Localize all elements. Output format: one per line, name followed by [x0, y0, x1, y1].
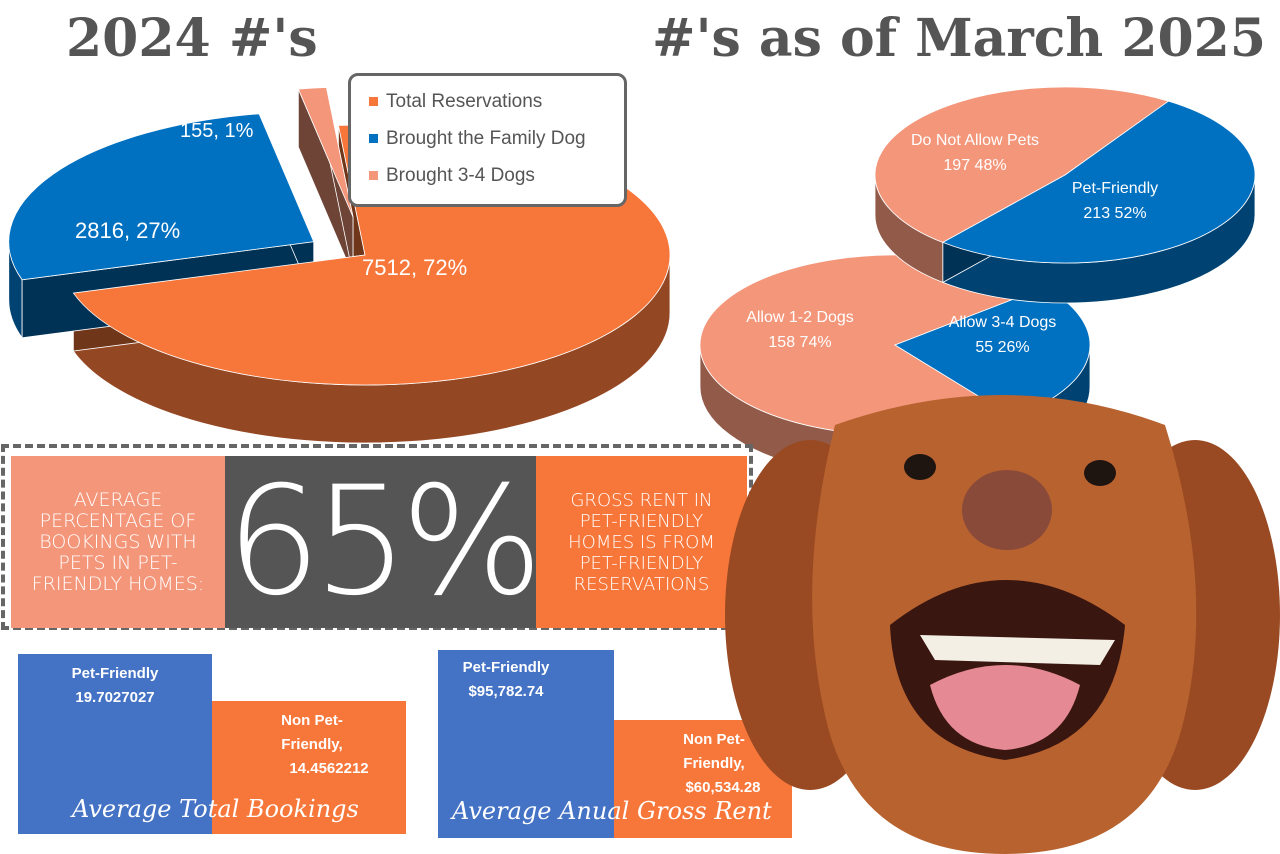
pie2-label-no-pets: Do Not Allow Pets 197 48%: [905, 128, 1045, 178]
slice-name: Pet-Friendly: [1071, 180, 1159, 197]
bar-category: Pet-Friendly: [71, 665, 159, 682]
dog-teeth: [920, 635, 1115, 665]
pie1-legend: Total Reservations Brought the Family Do…: [348, 73, 627, 207]
slice-name: Do Not Allow Pets: [910, 132, 1040, 149]
legend-label: Brought 3-4 Dogs: [386, 164, 535, 186]
bar-non-pet-friendly-bookings: Non Pet-Friendly, 14.4562212: [212, 701, 406, 834]
legend-item: Total Reservations: [369, 83, 624, 120]
legend-label: Brought the Family Dog: [386, 127, 586, 149]
slice-value: 197 48%: [943, 157, 1007, 174]
legend-label: Total Reservations: [386, 90, 543, 112]
pie3-label-1-2-dogs: Allow 1-2 Dogs 158 74%: [740, 305, 860, 355]
bar-category: Non Pet-Friendly,: [683, 731, 745, 772]
bar-value: 14.4562212: [289, 760, 369, 777]
title-march-2025: #'s as of March 2025: [652, 8, 1267, 69]
legend-swatch: [369, 134, 378, 143]
banner-left-text: AVERAGE PERCENTAGE OF BOOKINGS WITH PETS…: [11, 456, 225, 628]
bar-value: 19.7027027: [75, 689, 155, 706]
banner-big-value: 65%: [225, 455, 543, 629]
pie-slice-pet-friendly: [941, 100, 1256, 264]
slice-name: Allow 3-4 Dogs: [948, 314, 1057, 331]
bar-pet-friendly-bookings: Pet-Friendly 19.7027027: [18, 654, 212, 834]
bar-pet-friendly-rent: Pet-Friendly $95,782.74: [438, 650, 614, 838]
legend-swatch: [369, 171, 378, 180]
pie-slice-brought-the-family-dog: [8, 113, 315, 281]
pie3-label-3-4-dogs: Allow 3-4 Dogs 55 26%: [935, 310, 1070, 360]
legend-swatch: [369, 97, 378, 106]
bar-chart-title-rent: Average Anual Gross Rent: [452, 797, 772, 825]
dog-left-eye: [904, 454, 936, 480]
bar-chart-title-bookings: Average Total Bookings: [72, 795, 359, 823]
legend-item: Brought 3-4 Dogs: [369, 157, 624, 194]
bar-category: Non Pet-Friendly,: [281, 712, 343, 753]
pie2-label-pet-friendly: Pet-Friendly 213 52%: [1060, 176, 1170, 226]
pie-slice-brought-3-4-dogs: [297, 87, 354, 218]
pie-slice-do-not-allow-pets: [874, 86, 1170, 243]
slice-name: Allow 1-2 Dogs: [746, 309, 854, 326]
legend-item: Brought the Family Dog: [369, 120, 624, 157]
stat-banner: AVERAGE PERCENTAGE OF BOOKINGS WITH PETS…: [1, 444, 753, 630]
title-2024: 2024 #'s: [66, 8, 318, 69]
dog-nose: [962, 470, 1052, 550]
slice-value: 158 74%: [768, 334, 832, 351]
dog-right-eye: [1084, 460, 1116, 486]
bar-value: $60,534.28: [685, 779, 761, 796]
pie1-label-family-dog: 2816, 27%: [75, 218, 181, 243]
bar-value: $95,782.74: [468, 683, 544, 700]
bar-category: Pet-Friendly: [462, 659, 550, 676]
banner-right-text: GROSS RENT IN PET-FRIENDLY HOMES IS FROM…: [536, 456, 747, 628]
pie1-label-total: 7512, 72%: [362, 255, 468, 280]
slice-value: 213 52%: [1083, 205, 1147, 222]
pie1-label-3-4-dogs: 155, 1%: [180, 120, 254, 142]
slice-value: 55 26%: [975, 339, 1030, 356]
dog-photo: [725, 395, 1280, 854]
dog-tongue: [930, 665, 1080, 750]
